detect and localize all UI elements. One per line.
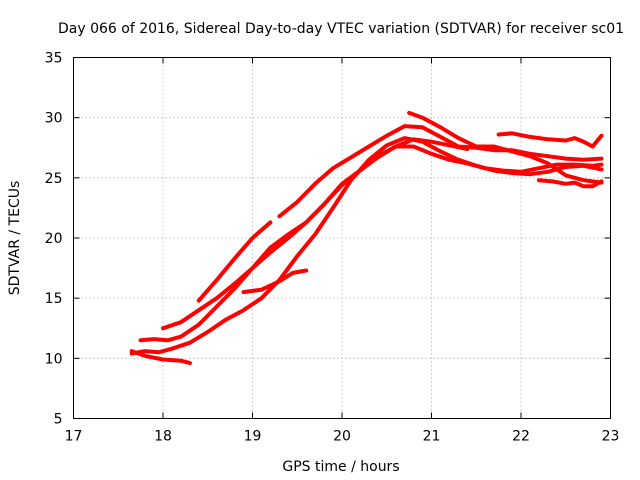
series-line-1	[129, 349, 192, 366]
grid	[73, 57, 611, 419]
axis-ticks	[73, 57, 611, 419]
y-tick-label: 10	[45, 351, 63, 367]
y-tick-label: 5	[54, 412, 63, 428]
x-tick-label: 19	[244, 429, 262, 445]
x-tick-label: 17	[65, 429, 83, 445]
y-tick-label: 25	[45, 171, 63, 187]
x-axis-label: GPS time / hours	[282, 459, 399, 475]
series-line-9	[496, 131, 604, 149]
x-tick-label: 23	[602, 429, 620, 445]
x-tick-labels: 17 18 19 20 21 22 23	[65, 429, 620, 445]
x-tick-label: 21	[423, 429, 441, 445]
series-line-7	[277, 124, 604, 219]
plot-frame	[73, 57, 611, 419]
x-tick-label: 18	[154, 429, 172, 445]
series-line-4	[161, 137, 470, 331]
chart-title: Day 066 of 2016, Sidereal Day-to-day VTE…	[58, 21, 624, 37]
series-line-10	[536, 178, 604, 189]
y-tick-label: 30	[45, 111, 63, 127]
series-line-6	[241, 268, 309, 295]
y-tick-label: 35	[45, 51, 63, 67]
y-tick-label: 20	[45, 231, 63, 247]
series-line-8	[407, 110, 604, 185]
x-tick-label: 22	[512, 429, 530, 445]
series-line-5	[196, 220, 273, 303]
y-tick-labels: 5 10 15 20 25 30 35	[45, 51, 63, 428]
y-tick-label: 15	[45, 291, 63, 307]
series-group	[129, 110, 604, 366]
y-axis-label: SDTVAR / TECUs	[7, 181, 23, 296]
x-tick-label: 20	[333, 429, 351, 445]
